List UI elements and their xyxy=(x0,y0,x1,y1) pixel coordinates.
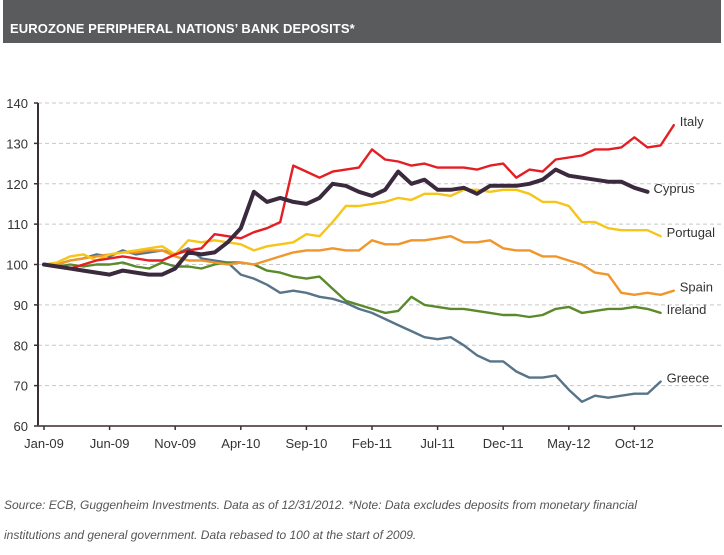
chart-title: EUROZONE PERIPHERAL NATIONS’ BANK DEPOSI… xyxy=(10,21,355,36)
footer-source-note: Source: ECB, Guggenheim Investments. Dat… xyxy=(4,498,638,512)
series-label-ireland: Ireland xyxy=(667,302,707,317)
y-tick-label: 120 xyxy=(6,177,28,192)
series-line-cyprus xyxy=(42,167,650,277)
series-lines xyxy=(42,123,675,403)
series-labels: Italy Cyprus Portugal Spain Ireland Greece xyxy=(654,114,716,385)
series-line-greece xyxy=(42,247,662,403)
x-tick-label: Jun-09 xyxy=(90,436,130,451)
series-label-cyprus: Cyprus xyxy=(654,181,696,196)
x-tick-label: Jan-09 xyxy=(24,436,64,451)
x-tick-label: Dec-11 xyxy=(483,436,524,451)
x-tick-label: May-12 xyxy=(547,436,590,451)
title-bar: EUROZONE PERIPHERAL NATIONS’ BANK DEPOSI… xyxy=(3,0,721,43)
y-tick-label: 140 xyxy=(6,96,28,111)
x-tick-label: Oct-12 xyxy=(615,436,654,451)
series-line-italy xyxy=(42,123,675,270)
gridlines xyxy=(38,102,722,387)
x-axis-ticks: Jan-09 Jun-09 Nov-09 Apr-10 Sep-10 Feb-11 Jul-… xyxy=(24,426,654,451)
y-tick-label: 80 xyxy=(14,338,28,353)
y-tick-label: 70 xyxy=(14,379,28,394)
y-axis-ticks: 60 70 80 90 100 110 120 130 140 xyxy=(6,96,38,434)
x-tick-label: Sep-10 xyxy=(285,436,327,451)
series-label-italy: Italy xyxy=(680,114,704,129)
x-tick-label: Apr-10 xyxy=(221,436,260,451)
series-line-spain xyxy=(42,234,675,296)
x-tick-label: Feb-11 xyxy=(352,436,392,451)
footer-rebase-note: institutions and general government. Dat… xyxy=(4,528,417,542)
x-tick-label: Nov-09 xyxy=(154,436,196,451)
series-line-ireland xyxy=(42,261,662,319)
series-label-greece: Greece xyxy=(667,371,710,386)
series-line-portugal xyxy=(42,188,662,266)
y-tick-label: 130 xyxy=(6,136,28,151)
y-tick-label: 110 xyxy=(7,217,28,232)
line-chart: 60 70 80 90 100 110 120 130 140 Jan-09 Jun-09 Nov-… xyxy=(6,96,722,451)
y-tick-label: 60 xyxy=(14,419,28,434)
series-label-portugal: Portugal xyxy=(667,225,716,240)
y-tick-label: 90 xyxy=(14,298,28,313)
series-label-spain: Spain xyxy=(680,280,713,295)
y-tick-label: 100 xyxy=(6,258,28,273)
x-tick-label: Jul-11 xyxy=(420,436,454,451)
